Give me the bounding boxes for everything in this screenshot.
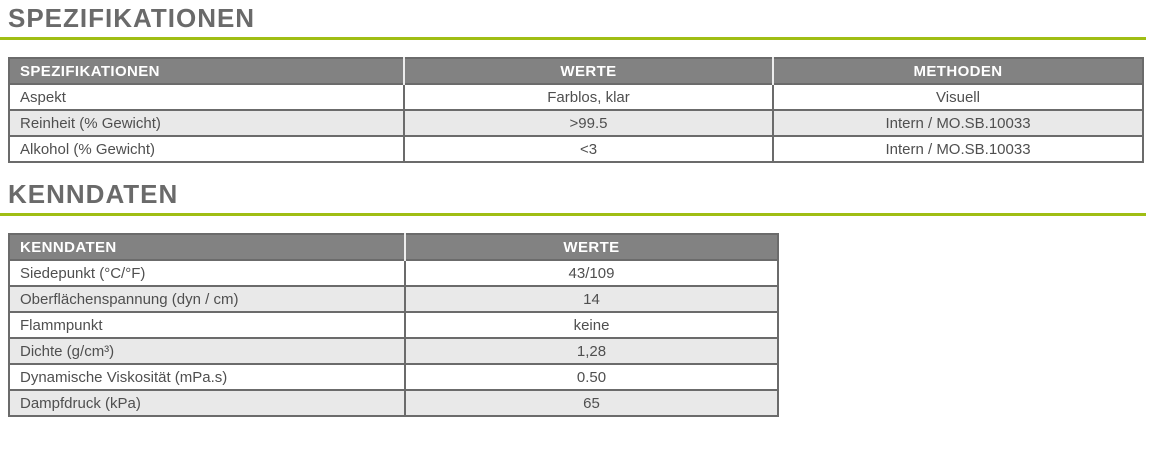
table-cell-property: Oberflächenspannung (dyn / cm) (8, 285, 406, 313)
table-cell-method: Intern / MO.SB.10033 (772, 135, 1144, 163)
table-row: Aspekt Farblos, klar Visuell (8, 83, 1144, 111)
accent-rule (0, 37, 1146, 40)
table-row: Dynamische Viskosität (mPa.s) 0.50 (8, 363, 779, 391)
table-cell-value: >99.5 (403, 109, 774, 137)
table-cell-value: 1,28 (404, 337, 779, 365)
table-cell-property: Flammpunkt (8, 311, 406, 339)
table-row: Flammpunkt keine (8, 311, 779, 339)
table-cell-property: Siedepunkt (°C/°F) (8, 259, 406, 287)
kenndaten-table: KENNDATEN WERTE Siedepunkt (°C/°F) 43/10… (8, 233, 779, 417)
table-header-row: SPEZIFIKATIONEN WERTE METHODEN (9, 58, 1143, 84)
table-cell-property: Reinheit (% Gewicht) (8, 109, 405, 137)
column-header-werte: WERTE (404, 234, 778, 260)
table-header-row: KENNDATEN WERTE (9, 234, 778, 260)
table-cell-property: Aspekt (8, 83, 405, 111)
table-cell-value: 43/109 (404, 259, 779, 287)
table-cell-value: <3 (403, 135, 774, 163)
column-header-kenndaten: KENNDATEN (9, 234, 405, 260)
table-cell-property: Dichte (g/cm³) (8, 337, 406, 365)
table-row: Dampfdruck (kPa) 65 (8, 389, 779, 417)
accent-rule (0, 213, 1146, 216)
table-cell-method: Visuell (772, 83, 1144, 111)
column-header-spezifikationen: SPEZIFIKATIONEN (9, 58, 404, 84)
table-cell-method: Intern / MO.SB.10033 (772, 109, 1144, 137)
table-cell-property: Alkohol (% Gewicht) (8, 135, 405, 163)
table-row: Alkohol (% Gewicht) <3 Intern / MO.SB.10… (8, 135, 1144, 163)
table-row: Siedepunkt (°C/°F) 43/109 (8, 259, 779, 287)
table-cell-property: Dynamische Viskosität (mPa.s) (8, 363, 406, 391)
table-row: Oberflächenspannung (dyn / cm) 14 (8, 285, 779, 313)
table-cell-value: Farblos, klar (403, 83, 774, 111)
column-header-methoden: METHODEN (772, 58, 1143, 84)
table-cell-value: 0.50 (404, 363, 779, 391)
section-heading-spezifikationen: SPEZIFIKATIONEN (8, 3, 256, 33)
table-row: Reinheit (% Gewicht) >99.5 Intern / MO.S… (8, 109, 1144, 137)
spezifikationen-table: SPEZIFIKATIONEN WERTE METHODEN Aspekt Fa… (8, 57, 1144, 163)
table-cell-value: keine (404, 311, 779, 339)
table-row: Dichte (g/cm³) 1,28 (8, 337, 779, 365)
spec-sheet-page: SPEZIFIKATIONEN SPEZIFIKATIONEN WERTE ME… (0, 3, 1146, 417)
table-cell-value: 14 (404, 285, 779, 313)
table-cell-property: Dampfdruck (kPa) (8, 389, 406, 417)
column-header-werte: WERTE (403, 58, 773, 84)
section-heading-kenndaten: KENNDATEN (8, 179, 179, 209)
table-cell-value: 65 (404, 389, 779, 417)
